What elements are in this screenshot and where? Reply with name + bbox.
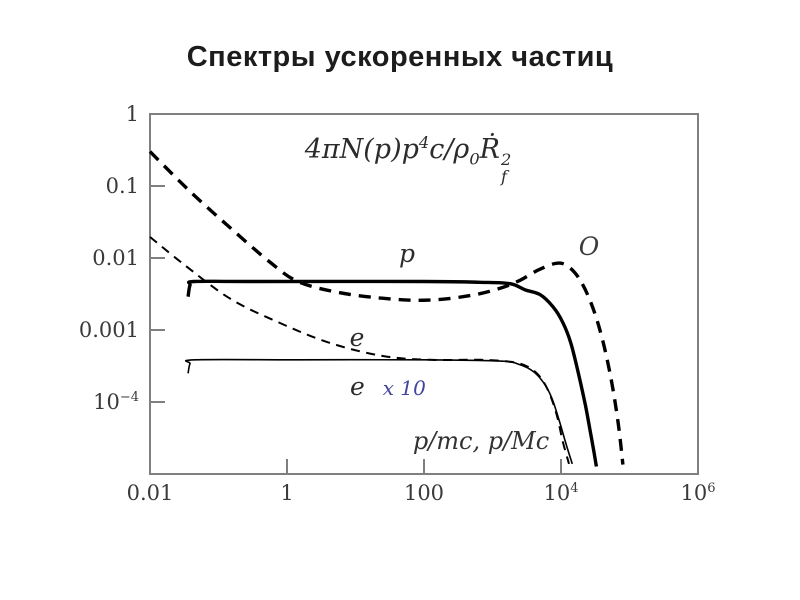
x-tick-label: 1 [280,481,294,505]
formula-subscript: f [500,167,507,187]
x-axis-label: p/mc, p/Mc [412,427,550,455]
curve-e [149,236,570,465]
curve-p [186,279,599,467]
x-tick-label: 0.01 [126,481,174,505]
y-tick-label: 1 [125,102,139,126]
curve-label-e10-e: e [350,372,365,401]
x-tick-label: 104 [543,481,579,505]
x-tick-label: 106 [680,481,716,505]
y-tick-label: 0.001 [78,318,139,342]
y-tick-label: 10−4 [93,390,139,414]
curve-label-e-x10: e x 10 [350,374,426,399]
formula-R-dot: Ṙ [479,134,500,165]
y-tick-label: 0.01 [92,246,139,270]
page-title: Спектры ускоренных частиц [186,41,614,73]
y-tick-label: 0.1 [105,174,139,198]
curve-label-p: p [398,239,416,268]
curve-label-e: e [349,323,365,352]
curve-label-O: O [578,232,600,261]
x-tick-label: 100 [403,481,445,505]
curve-label-x10-multiplier: x 10 [382,376,426,400]
formula-subscript: 0 [469,149,480,169]
formula-segment: c/ρ [429,134,470,165]
spectrum-formula: 4πN(p)p4c/ρ0Ṙ 2 f [304,133,512,185]
curve-O [148,150,625,465]
formula-segment: 4πN(p)p [304,134,419,165]
formula-exponent: 2 [500,150,512,170]
formula-exponent: 4 [418,133,430,152]
